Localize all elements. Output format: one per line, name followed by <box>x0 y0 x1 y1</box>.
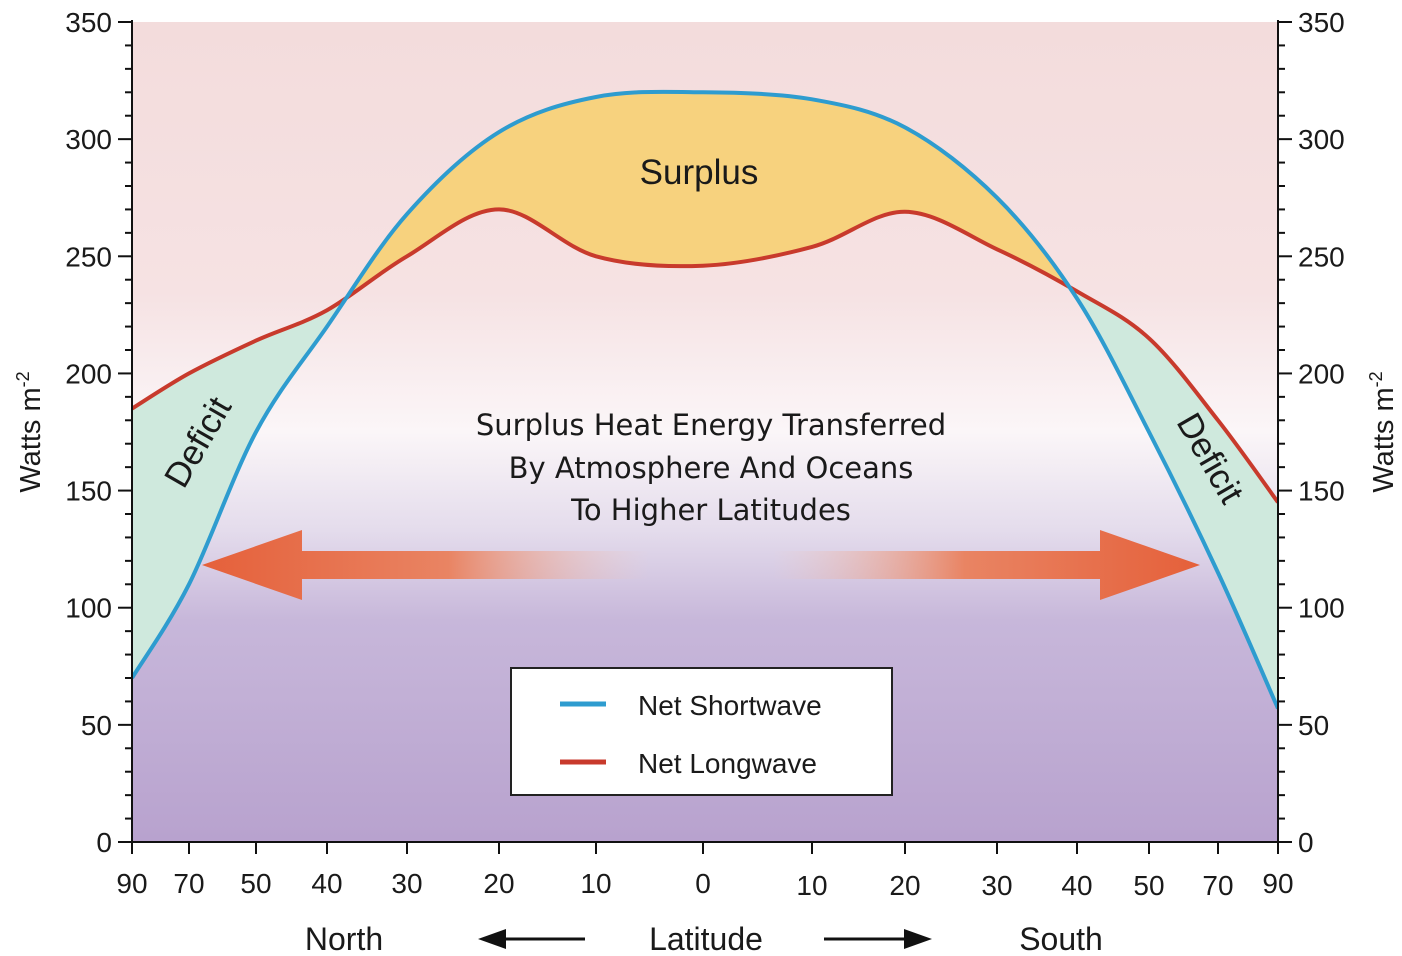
series-line-net-shortwave <box>132 89 1278 710</box>
y-tick-label-left: 50 <box>81 710 112 741</box>
y-tick-label-left: 100 <box>65 593 112 624</box>
legend: Net Shortwave Net Longwave <box>510 667 893 796</box>
x-tick-label: 30 <box>981 870 1012 901</box>
x-axis-label: Latitude <box>649 921 763 956</box>
x-axis: 90 70 50 40 30 20 10 0 10 20 30 40 50 70 90 <box>116 842 1294 901</box>
transfer-arrow-left <box>202 530 650 600</box>
x-tick-label: 90 <box>116 868 147 899</box>
legend-label-net-shortwave: Net Shortwave <box>638 690 822 721</box>
x-tick-label: 0 <box>695 868 711 899</box>
y-tick-label-right: 100 <box>1298 593 1345 624</box>
x-tick-label: 70 <box>1202 870 1233 901</box>
transfer-note-line-2: By Atmosphere And Oceans <box>509 451 914 485</box>
y-tick-label-right: 0 <box>1298 827 1314 858</box>
transfer-note-line-3: To Higher Latitudes <box>570 493 851 527</box>
legend-box <box>510 667 893 796</box>
arrow-right-icon <box>824 929 932 949</box>
y-tick-label-left: 200 <box>65 358 112 389</box>
deficit-left-area <box>132 295 350 678</box>
plot-frame <box>131 20 1279 843</box>
x-tick-label: 50 <box>240 868 271 899</box>
y-tick-label-right: 300 <box>1298 124 1345 155</box>
x-tick-label: 10 <box>580 868 611 899</box>
transfer-arrow-right <box>772 530 1200 600</box>
x-tick-label: 50 <box>1133 870 1164 901</box>
transfer-note-line-1: Surplus Heat Energy Transferred <box>476 408 946 442</box>
y-tick-label-left: 300 <box>65 124 112 155</box>
legend-label-net-longwave: Net Longwave <box>638 748 817 779</box>
x-tick-label: 10 <box>796 870 827 901</box>
y-tick-label-left: 250 <box>65 241 112 272</box>
y-axis-label-right: Watts m-2 <box>1366 371 1400 492</box>
x-tick-label: 40 <box>311 868 342 899</box>
x-tick-label: 20 <box>483 868 514 899</box>
surplus-label: Surplus <box>640 153 759 192</box>
x-tick-label: 70 <box>173 868 204 899</box>
y-tick-label-right: 50 <box>1298 710 1329 741</box>
y-tick-label-right: 200 <box>1298 358 1345 389</box>
x-tick-label: 30 <box>391 868 422 899</box>
y-tick-label-left: 350 <box>65 7 112 38</box>
y-axis-right: 0 50 100 150 200 250 300 350 <box>1278 7 1345 858</box>
y-tick-label-left: 150 <box>65 476 112 507</box>
x-tick-label: 20 <box>889 870 920 901</box>
x-tick-label: 90 <box>1262 868 1293 899</box>
y-tick-label-right: 350 <box>1298 7 1345 38</box>
y-tick-label-left: 0 <box>96 827 112 858</box>
x-right-direction-label: South <box>1019 921 1103 956</box>
y-tick-label-right: 250 <box>1298 241 1345 272</box>
series-line-net-longwave <box>132 207 1278 504</box>
x-tick-label: 40 <box>1061 870 1092 901</box>
y-axis-label-left: Watts m-2 <box>13 371 47 492</box>
surplus-area <box>349 91 1068 296</box>
y-tick-label-right: 150 <box>1298 476 1345 507</box>
deficit-right-area <box>1067 284 1278 709</box>
x-left-direction-label: North <box>305 921 383 956</box>
arrow-left-icon <box>478 929 585 949</box>
y-axis-left: 0 50 100 150 200 250 300 350 <box>65 7 132 858</box>
